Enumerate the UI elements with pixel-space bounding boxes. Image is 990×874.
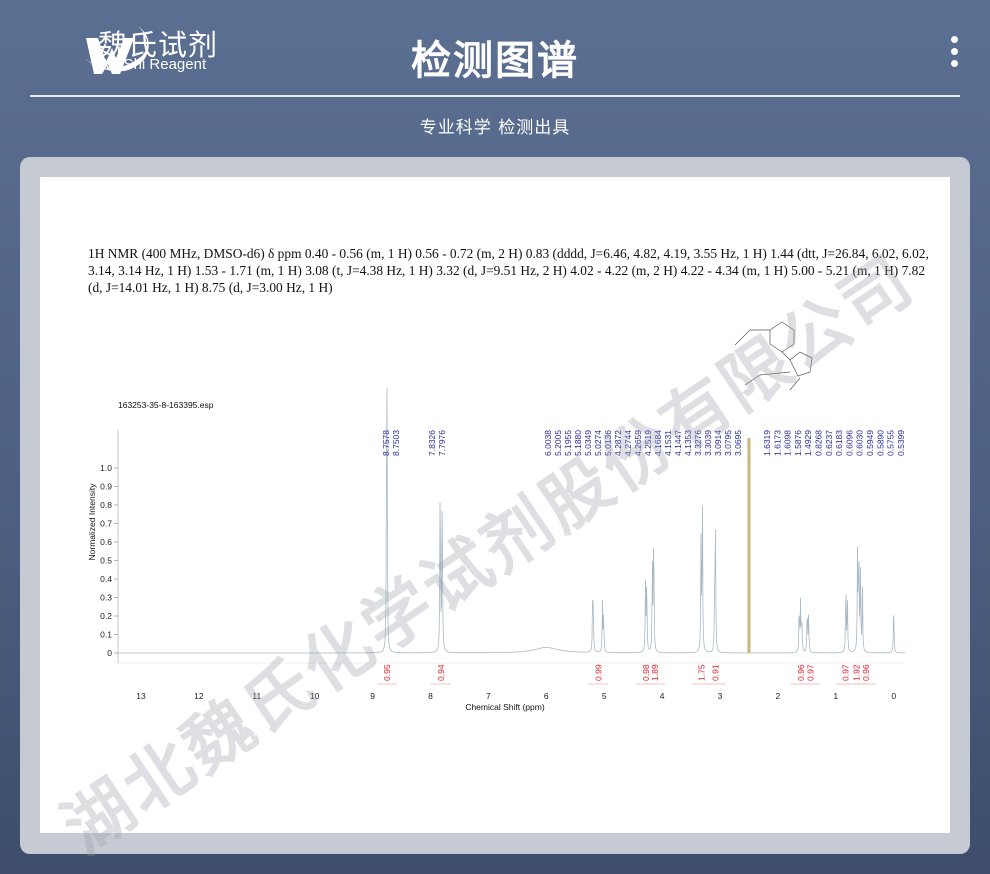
integral-value: 0.96 bbox=[796, 664, 806, 681]
y-tick-label: 0.3 bbox=[100, 593, 112, 603]
peak-label: 3.3276 bbox=[693, 430, 703, 456]
peak-label: 4.1684 bbox=[653, 430, 663, 456]
peak-label: 3.0695 bbox=[733, 430, 743, 456]
peak-label: 4.2872 bbox=[613, 430, 623, 456]
peak-label: 0.5949 bbox=[865, 430, 875, 456]
y-axis-label: Normalized Intensity bbox=[87, 483, 97, 561]
header-divider bbox=[30, 95, 960, 97]
spectrum-line bbox=[118, 387, 905, 654]
integral-value: 0.94 bbox=[436, 664, 446, 681]
peak-label: 3.0914 bbox=[713, 430, 723, 456]
x-axis-label: Chemical Shift (ppm) bbox=[465, 702, 545, 712]
x-tick-label: 5 bbox=[602, 691, 607, 701]
y-tick-label: 0.5 bbox=[100, 556, 112, 566]
y-tick-label: 0.8 bbox=[100, 500, 112, 510]
peak-label: 6.0038 bbox=[543, 430, 553, 456]
peak-label: 0.6030 bbox=[855, 430, 865, 456]
nmr-line-1: 1H NMR (400 MHz, DMSO-d6) δ ppm 0.40 - 0… bbox=[88, 246, 929, 261]
peak-label: 8.7578 bbox=[381, 430, 391, 456]
y-tick-label: 0.6 bbox=[100, 537, 112, 547]
y-tick-label: 0.4 bbox=[100, 574, 112, 584]
nmr-line-2: 3.14, 3.14 Hz, 1 H) 1.53 - 1.71 (m, 1 H)… bbox=[88, 263, 926, 278]
peak-label: 4.1353 bbox=[683, 430, 693, 456]
peak-label: 5.1955 bbox=[563, 430, 573, 456]
peak-label: 3.0795 bbox=[723, 430, 733, 456]
peak-label: 3.3039 bbox=[703, 430, 713, 456]
y-tick-label: 1.0 bbox=[100, 463, 112, 473]
x-tick-label: 4 bbox=[660, 691, 665, 701]
page-title: 检测图谱 bbox=[411, 38, 579, 84]
integral-value: 0.97 bbox=[805, 664, 815, 681]
more-menu-icon[interactable] bbox=[951, 36, 961, 72]
x-tick-label: 11 bbox=[252, 691, 261, 701]
integral-value: 1.92 bbox=[852, 664, 862, 681]
peak-label: 1.6173 bbox=[772, 430, 782, 456]
page-subtitle: 专业科学 检测出具 bbox=[419, 118, 571, 138]
report-paper bbox=[40, 177, 950, 833]
solvent-peak bbox=[747, 438, 751, 653]
peak-label: 4.2519 bbox=[643, 430, 653, 456]
peak-label: 4.1447 bbox=[673, 430, 683, 456]
nmr-description: 1H NMR (400 MHz, DMSO-d6) δ ppm 0.40 - 0… bbox=[88, 245, 938, 296]
x-tick-label: 6 bbox=[544, 691, 549, 701]
y-tick-label: 0.7 bbox=[100, 519, 112, 529]
peak-label: 0.8268 bbox=[814, 430, 824, 456]
peak-label: 1.5876 bbox=[793, 430, 803, 456]
weishi-logo bbox=[84, 26, 149, 74]
y-tick-label: 0.1 bbox=[100, 630, 112, 640]
integral-value: 0.95 bbox=[382, 664, 392, 681]
integral-value: 1.89 bbox=[650, 664, 660, 681]
x-tick-label: 3 bbox=[718, 691, 723, 701]
brand-name-en: WeiShi Reagent bbox=[98, 56, 207, 73]
peak-label: 0.5890 bbox=[875, 430, 885, 456]
y-tick-label: 0.2 bbox=[100, 611, 112, 621]
integral-value: 1.75 bbox=[696, 664, 706, 681]
peak-label: 0.5399 bbox=[896, 430, 906, 456]
integral-value: 0.98 bbox=[641, 664, 651, 681]
peak-label: 5.2005 bbox=[553, 430, 563, 456]
peak-label: 5.0274 bbox=[593, 430, 603, 456]
y-tick-label: 0.9 bbox=[100, 482, 112, 492]
peak-label: 0.6096 bbox=[844, 430, 854, 456]
integral-value: 0.97 bbox=[841, 664, 851, 681]
peak-label: 5.1880 bbox=[573, 430, 583, 456]
peak-label: 1.6098 bbox=[783, 430, 793, 456]
integral-value: 0.91 bbox=[710, 664, 720, 681]
x-tick-label: 13 bbox=[136, 691, 146, 701]
peak-label: 4.2659 bbox=[633, 430, 643, 456]
peak-label: 4.1531 bbox=[663, 430, 673, 456]
integral-value: 0.99 bbox=[593, 664, 603, 681]
nmr-line-3: (d, J=14.01 Hz, 1 H) 8.75 (d, J=3.00 Hz,… bbox=[88, 280, 333, 295]
x-tick-label: 0 bbox=[891, 691, 896, 701]
chart-title: 163253-35-8-163395.esp bbox=[118, 400, 214, 410]
brand-name-cn: 魏氏试剂 bbox=[98, 28, 219, 62]
peak-label: 1.4929 bbox=[803, 430, 813, 456]
peak-label: 4.2744 bbox=[623, 430, 633, 456]
peak-label: 8.7503 bbox=[391, 430, 401, 456]
peak-label: 0.5755 bbox=[886, 430, 896, 456]
peak-label: 5.0349 bbox=[583, 430, 593, 456]
x-tick-label: 7 bbox=[486, 691, 491, 701]
peak-label: 7.8326 bbox=[427, 430, 437, 456]
peak-label: 1.6319 bbox=[762, 430, 772, 456]
x-tick-label: 9 bbox=[370, 691, 375, 701]
x-tick-label: 12 bbox=[194, 691, 204, 701]
integral-value: 0.96 bbox=[861, 664, 871, 681]
y-tick-label: 0 bbox=[107, 648, 112, 658]
peak-label: 5.0136 bbox=[603, 430, 613, 456]
peak-label: 7.7976 bbox=[437, 430, 447, 456]
peak-label: 0.6183 bbox=[834, 430, 844, 456]
x-tick-label: 1 bbox=[833, 691, 838, 701]
chemical-structure bbox=[734, 321, 813, 391]
peak-label: 0.6237 bbox=[824, 430, 834, 456]
x-tick-label: 2 bbox=[776, 691, 781, 701]
x-tick-label: 8 bbox=[428, 691, 433, 701]
x-tick-label: 10 bbox=[310, 691, 320, 701]
